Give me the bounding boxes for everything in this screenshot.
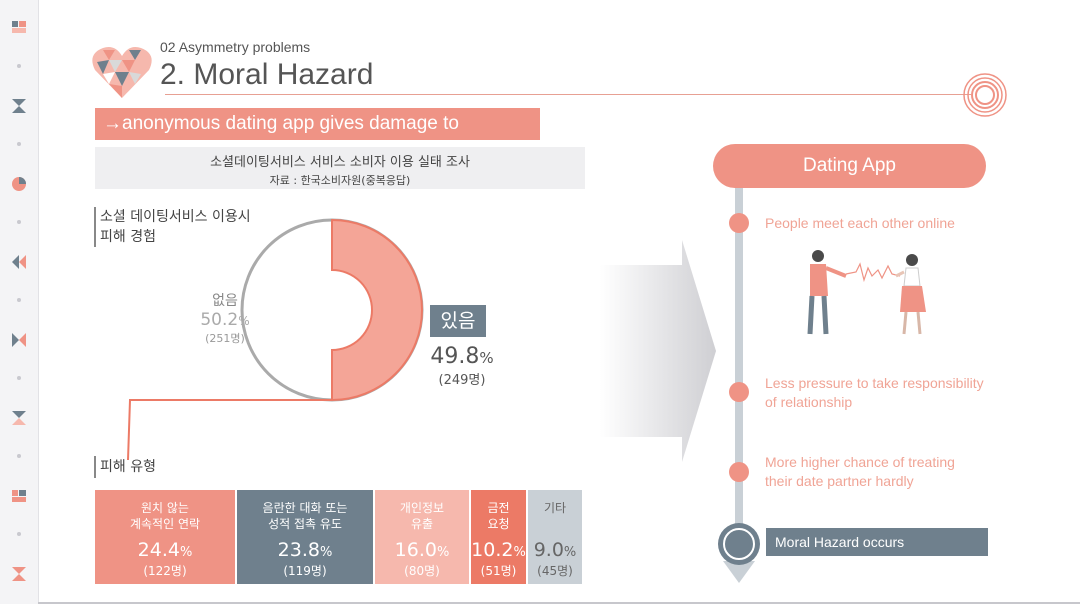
headline-banner: →anonymous dating app gives damage to [95, 108, 540, 140]
thumbnail-icon[interactable] [11, 19, 27, 35]
experience-label-line2: 피해 경험 [100, 229, 156, 245]
damage-type-percent: 24.4% [137, 539, 193, 561]
damage-type-label-line1: 기타 [543, 501, 567, 515]
timeline-dot [729, 462, 749, 482]
timeline-item-1-text: People meet each other online [765, 215, 955, 231]
timeline-line [735, 188, 743, 528]
title-divider [165, 94, 971, 95]
damage-type-label-line2: 성적 접촉 유도 [268, 517, 342, 531]
timeline-item-3: More higher chance of treating their dat… [765, 453, 955, 491]
section-marker [94, 456, 96, 478]
damage-type-label-line1: 개인정보 [399, 501, 445, 515]
timeline-item-1: People meet each other online [765, 214, 955, 233]
timeline-dot [729, 382, 749, 402]
rail-dot [17, 454, 21, 458]
yes-badge: 있음 [430, 305, 486, 337]
damage-type-label-line2 [528, 516, 582, 532]
thumbnail-icon[interactable] [11, 98, 27, 114]
rail-dot [17, 532, 21, 536]
thumbnail-icon[interactable] [11, 488, 27, 504]
dating-app-header: Dating App [713, 144, 986, 188]
couple-illustration [807, 250, 926, 335]
no-stat: 없음 50.2% (251명) [190, 290, 260, 346]
heart-mosaic-icon [92, 47, 152, 98]
no-label: 없음 [212, 293, 238, 309]
thumbnail-icon[interactable] [11, 254, 27, 270]
damage-type-count: (51명) [480, 564, 517, 578]
damage-type-count: (122명) [143, 564, 187, 578]
timeline-item-2-line2: of relationship [765, 394, 853, 410]
timeline-item-2-line1: Less pressure to take responsibility [765, 375, 984, 391]
damage-type-percent: 9.0% [533, 539, 577, 561]
damage-types-label: 피해 유형 [100, 459, 156, 475]
page-title: 2. Moral Hazard [160, 58, 374, 91]
timeline-item-2: Less pressure to take responsibility of … [765, 374, 984, 412]
arrow-right-shape [600, 240, 716, 462]
survey-title-box: 소셜데이팅서비스 서비스 소비자 이용 실태 조사 자료 : 한국소비자원(중복… [95, 147, 585, 189]
yes-stat: 49.8% (249명) [422, 344, 502, 388]
damage-type-count: (45명) [537, 564, 573, 578]
target-rings-icon [963, 73, 1007, 117]
damage-type-label-line1: 음란한 대화 또는 [262, 501, 348, 515]
rail-dot [17, 142, 21, 146]
survey-title: 소셜데이팅서비스 서비스 소비자 이용 실태 조사 [210, 155, 470, 170]
timeline-end-target-icon [718, 523, 760, 583]
thumbnail-icon[interactable] [11, 332, 27, 348]
thumbnail-icon[interactable] [11, 176, 27, 192]
no-count: (251명) [205, 332, 245, 345]
damage-type-label-line2: 유출 [410, 517, 434, 531]
damage-type-label-line2: 계속적인 연락 [129, 517, 201, 531]
slide-thumbnail-rail[interactable] [0, 0, 39, 604]
yes-percent: 49.8% [430, 344, 494, 369]
rail-dot [17, 220, 21, 224]
yes-count: (249명) [438, 373, 486, 388]
section-subtitle: 02 Asymmetry problems [160, 39, 311, 55]
damage-type-label-line1: 원치 않는 [141, 501, 189, 515]
section-marker [94, 207, 96, 247]
survey-source: 자료 : 한국소비자원(중복응답) [269, 174, 411, 187]
no-percent: 50.2% [200, 310, 250, 330]
damage-type-percent: 23.8% [277, 539, 333, 561]
timeline-item-3-line2: their date partner hardly [765, 473, 914, 489]
moral-hazard-label: Moral Hazard occurs [766, 528, 988, 556]
bottom-border [38, 602, 1080, 604]
experience-label: 소셜 데이팅서비스 이용시 피해 경험 [100, 207, 251, 247]
damage-type-label-line2: 요청 [487, 517, 510, 531]
connector-line [127, 399, 332, 461]
damage-type-count: (80명) [404, 564, 440, 578]
experience-donut-chart [127, 218, 424, 461]
timeline-dot [729, 213, 749, 233]
damage-type-percent: 10.2% [471, 539, 526, 561]
thumbnail-icon[interactable] [11, 566, 27, 582]
damage-type-label-line1: 금전 [487, 501, 510, 515]
rail-dot [17, 298, 21, 302]
rail-dot [17, 64, 21, 68]
rail-dot [17, 376, 21, 380]
experience-label-line1: 소셜 데이팅서비스 이용시 [100, 209, 251, 225]
damage-type-count: (119명) [283, 564, 327, 578]
timeline-item-3-line1: More higher chance of treating [765, 454, 955, 470]
yes-segment [331, 218, 423, 402]
damage-type-box: 기타 9.0% (45명) [528, 490, 582, 584]
damage-type-percent: 16.0% [394, 539, 450, 561]
thumbnail-icon[interactable] [11, 410, 27, 426]
